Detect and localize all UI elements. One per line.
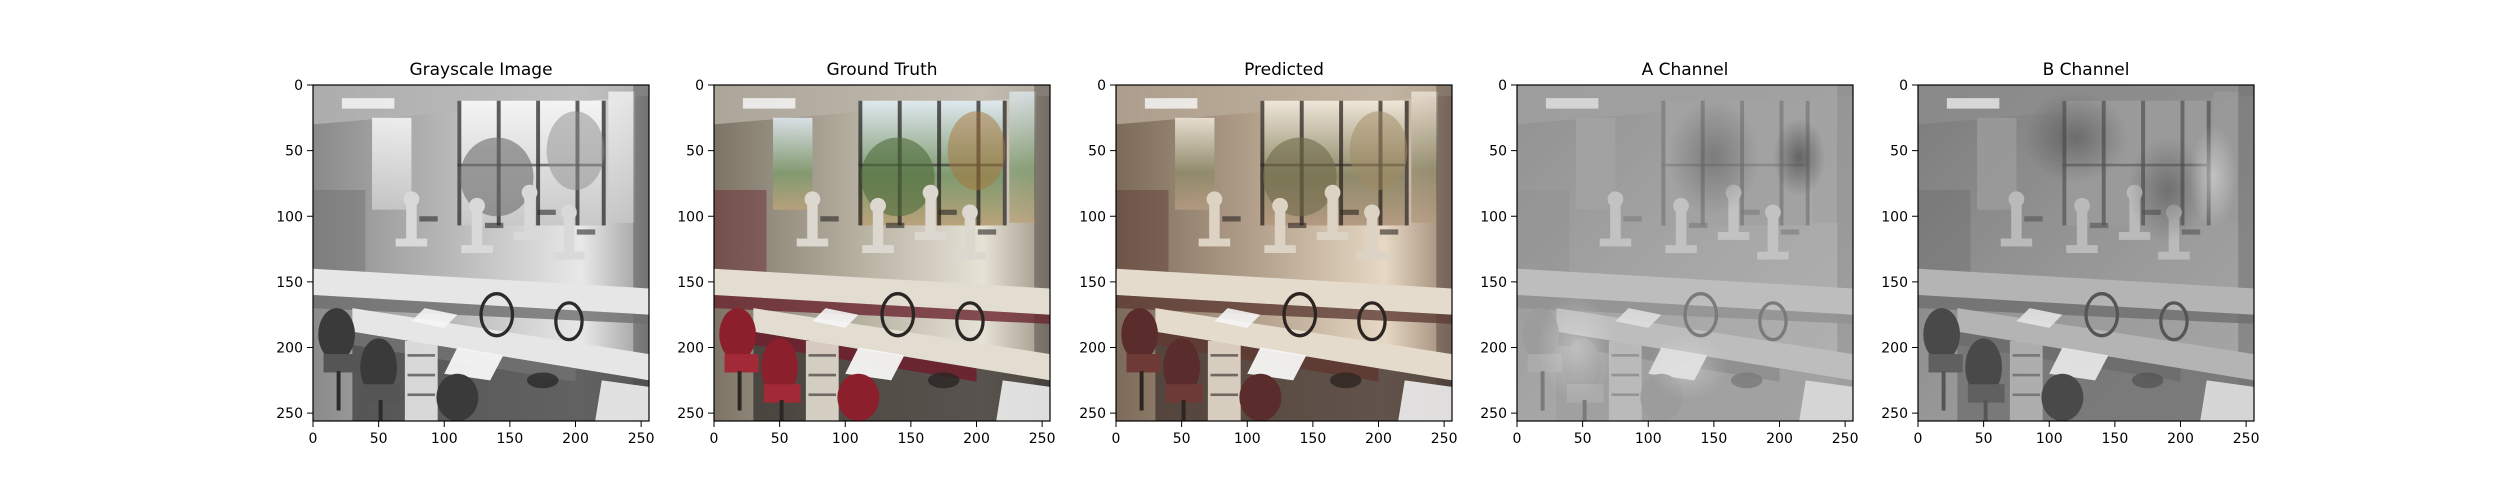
panel-image-bchan [1918,85,2254,421]
panel-bchan: B Channel 0 50 100 150 200 250 0 50 100 150 200 250 [1881,60,2259,447]
y-tick-label: 250 [1881,406,1908,422]
panel-title: A Channel [1642,60,1729,80]
y-tick-label: 100 [677,209,704,225]
x-tick-label: 100 [1234,431,1261,447]
y-tick-label: 0 [1498,78,1507,94]
axes-frame [1516,84,1854,422]
axes-frame [312,84,650,422]
panel-title: B Channel [2043,60,2130,80]
panel-truth: Ground Truth 0 50 100 150 200 250 0 50 100 150 200 2… [677,60,1055,447]
panel-image-gray [313,85,649,421]
x-tick-label: 200 [1766,431,1793,447]
x-tick-label: 200 [2167,431,2194,447]
x-tick-label: 150 [898,431,925,447]
panel-title: Ground Truth [826,60,937,80]
y-tick-label: 200 [1480,341,1507,357]
y-tick-label: 250 [1079,406,1106,422]
x-tick-label: 0 [1112,431,1121,447]
x-tick-label: 100 [431,431,458,447]
y-tick-label: 200 [276,341,303,357]
panel-title: Grayscale Image [409,60,552,80]
panel-pred: Predicted 0 50 100 150 200 250 0 50 100 150 200 250 [1079,60,1457,447]
y-tick-label: 200 [1079,341,1106,357]
y-tick-label: 100 [1480,209,1507,225]
x-tick-label: 150 [1300,431,1327,447]
panel-image-achan [1517,85,1853,421]
y-tick-label: 100 [1079,209,1106,225]
x-tick-label: 150 [2102,431,2129,447]
x-tick-label: 200 [963,431,990,447]
panel-title: Predicted [1244,60,1324,80]
y-tick-label: 50 [1088,144,1106,160]
y-tick-label: 200 [677,341,704,357]
y-tick-label: 100 [1881,209,1908,225]
y-tick-label: 0 [695,78,704,94]
y-tick-label: 50 [285,144,303,160]
y-tick-label: 250 [1480,406,1507,422]
y-tick-label: 0 [294,78,303,94]
panel-image-truth [714,85,1050,421]
axes-frame [1115,84,1453,422]
y-tick-label: 0 [1899,78,1908,94]
axes-frame [713,84,1051,422]
y-tick-label: 150 [677,275,704,291]
panel-image-pred [1116,85,1452,421]
x-tick-label: 50 [1173,431,1191,447]
axes-frame [1917,84,2255,422]
x-tick-label: 100 [2036,431,2063,447]
x-tick-label: 50 [1975,431,1993,447]
x-tick-label: 200 [1365,431,1392,447]
panel-gray: Grayscale Image 0 50 100 150 200 250 0 50 100 150 2… [276,60,654,447]
y-tick-label: 50 [686,144,704,160]
y-tick-label: 150 [1881,275,1908,291]
x-tick-label: 0 [710,431,719,447]
x-tick-label: 150 [1701,431,1728,447]
x-tick-label: 150 [497,431,524,447]
x-tick-label: 250 [1029,431,1056,447]
y-tick-label: 250 [276,406,303,422]
x-tick-label: 250 [2233,431,2260,447]
x-tick-label: 50 [370,431,388,447]
x-tick-label: 0 [309,431,318,447]
y-tick-label: 100 [276,209,303,225]
x-tick-label: 0 [1914,431,1923,447]
x-tick-label: 50 [1574,431,1592,447]
x-tick-label: 200 [562,431,589,447]
y-tick-label: 0 [1097,78,1106,94]
y-tick-label: 150 [1480,275,1507,291]
y-tick-label: 250 [677,406,704,422]
y-tick-label: 50 [1489,144,1507,160]
y-tick-label: 150 [1079,275,1106,291]
y-tick-label: 150 [276,275,303,291]
x-tick-label: 100 [1635,431,1662,447]
x-tick-label: 250 [628,431,655,447]
y-tick-label: 50 [1890,144,1908,160]
panel-achan: A Channel 0 50 100 150 200 250 0 50 100 150 200 250 [1480,60,1858,447]
x-tick-label: 250 [1832,431,1859,447]
x-tick-label: 100 [832,431,859,447]
x-tick-label: 50 [771,431,789,447]
x-tick-label: 250 [1431,431,1458,447]
x-tick-label: 0 [1513,431,1522,447]
y-tick-label: 200 [1881,341,1908,357]
